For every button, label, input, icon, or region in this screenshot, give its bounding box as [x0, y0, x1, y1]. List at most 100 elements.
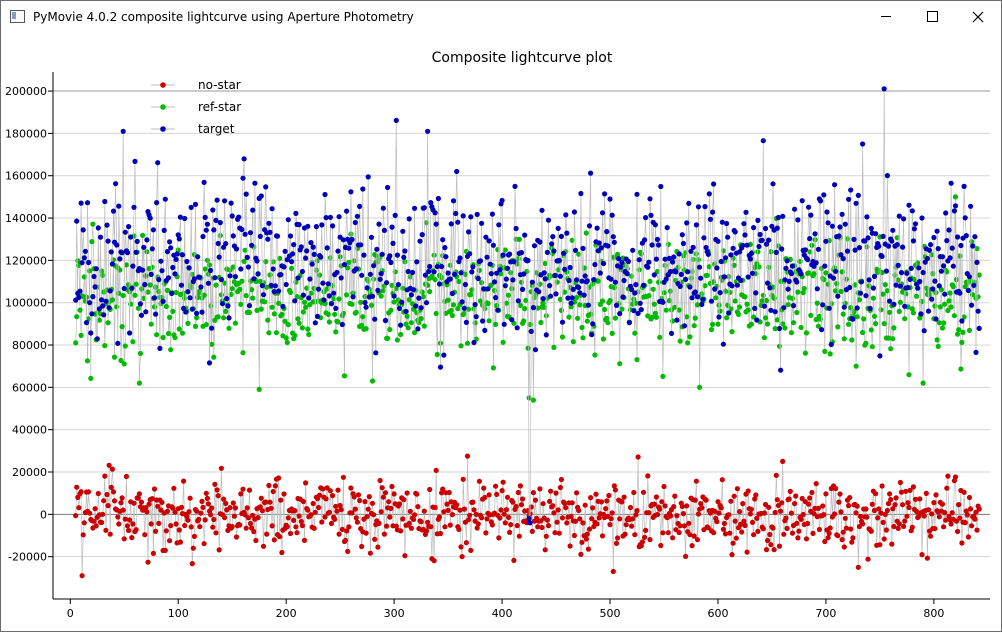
data-point-ref-star [854, 314, 860, 320]
data-point-target [447, 276, 453, 282]
data-point-target [674, 317, 680, 323]
data-point-no-star [486, 492, 492, 498]
plot-area[interactable]: Composite lightcurve plot -20000 0 20000 40… [1, 32, 1001, 631]
data-point-target [212, 275, 218, 281]
data-point-ref-star [358, 299, 364, 305]
data-point-no-star [635, 454, 641, 460]
data-point-ref-star [841, 336, 847, 342]
data-point-target [89, 311, 95, 317]
data-point-target [904, 270, 910, 276]
data-point-ref-star [148, 321, 154, 327]
data-point-ref-star [884, 288, 891, 294]
data-point-no-star [74, 484, 80, 490]
data-point-target [448, 221, 454, 227]
data-point-ref-star [909, 306, 915, 312]
data-point-no-star [721, 520, 728, 527]
data-point-no-star [349, 510, 355, 516]
data-point-no-star [692, 497, 698, 503]
data-point-target [880, 233, 886, 239]
data-point-target [104, 222, 110, 228]
data-point-target [766, 237, 772, 243]
data-point-target [200, 233, 206, 240]
grid-lines [53, 90, 990, 558]
title-bar[interactable]: PyMovie 4.0.2 composite lightcurve using… [1, 1, 1001, 32]
data-point-target [377, 276, 383, 282]
data-point-target [120, 128, 126, 134]
data-point-no-star [959, 540, 965, 546]
data-point-no-star [243, 525, 249, 531]
close-button[interactable] [955, 1, 1001, 32]
data-point-target [781, 305, 787, 311]
data-point-target [596, 240, 602, 246]
y-tick-label: 100000 [5, 297, 47, 310]
data-point-no-star [816, 526, 823, 533]
data-point-target [680, 240, 687, 247]
data-point-target [160, 298, 166, 304]
data-point-target [307, 276, 313, 282]
data-point-target [167, 239, 173, 245]
data-point-no-star [326, 509, 332, 515]
data-point-no-star [308, 512, 314, 518]
data-point-target [676, 251, 682, 257]
data-point-ref-star [562, 289, 568, 295]
data-point-target [151, 295, 158, 301]
data-point-ref-star [870, 295, 877, 301]
data-point-target [426, 268, 432, 275]
data-point-target [184, 258, 190, 265]
x-tick-label: 500 [600, 607, 621, 620]
data-point-no-star [900, 502, 906, 508]
data-point-no-star [863, 506, 869, 512]
data-point-ref-star [204, 257, 210, 263]
data-point-ref-star [387, 326, 393, 333]
data-point-ref-star [167, 314, 173, 320]
data-point-target [683, 276, 689, 282]
maximize-button[interactable] [909, 1, 955, 32]
data-point-target [952, 203, 959, 209]
data-point-ref-star [803, 330, 810, 336]
data-point-target [883, 268, 890, 274]
data-point-target [919, 215, 925, 221]
data-point-no-star [734, 486, 741, 492]
minimize-button[interactable] [863, 1, 909, 32]
data-point-no-star [300, 498, 306, 505]
data-point-ref-star [801, 286, 807, 292]
data-point-target [414, 259, 420, 265]
data-point-ref-star [838, 288, 844, 295]
data-point-target [711, 181, 717, 187]
data-point-no-star [342, 537, 349, 543]
data-point-no-star [783, 515, 789, 521]
data-point-target [161, 227, 167, 233]
data-point-no-star [532, 497, 539, 503]
data-point-no-star [159, 499, 165, 505]
data-point-target [839, 211, 845, 217]
data-point-target [616, 256, 622, 262]
data-point-no-star [772, 509, 778, 516]
data-point-target [774, 225, 780, 231]
data-point-target [124, 250, 131, 256]
lightcurve-chart[interactable]: Composite lightcurve plot -2000002000040… [1, 32, 1001, 631]
data-point-no-star [567, 543, 573, 549]
data-point-target [131, 204, 137, 210]
data-point-ref-star [737, 304, 743, 310]
data-point-target [651, 272, 657, 278]
data-point-no-star [269, 523, 275, 529]
data-point-ref-star [823, 270, 829, 276]
data-point-no-star [865, 556, 871, 562]
data-point-ref-star [538, 319, 544, 326]
data-point-no-star [352, 506, 358, 512]
data-point-ref-star [173, 289, 179, 296]
data-point-no-star [873, 491, 879, 497]
data-point-ref-star [172, 335, 178, 341]
data-point-no-star [323, 496, 329, 502]
data-point-target [564, 230, 570, 236]
data-point-target [760, 138, 766, 144]
data-point-ref-star [327, 255, 333, 261]
data-point-target [782, 277, 788, 283]
data-point-ref-star [887, 309, 893, 315]
data-point-ref-star [449, 312, 455, 319]
data-point-no-star [751, 532, 757, 538]
data-point-target [670, 259, 676, 265]
data-point-target [338, 275, 344, 281]
data-point-target [101, 312, 107, 318]
y-tick-label: 140000 [5, 212, 47, 225]
